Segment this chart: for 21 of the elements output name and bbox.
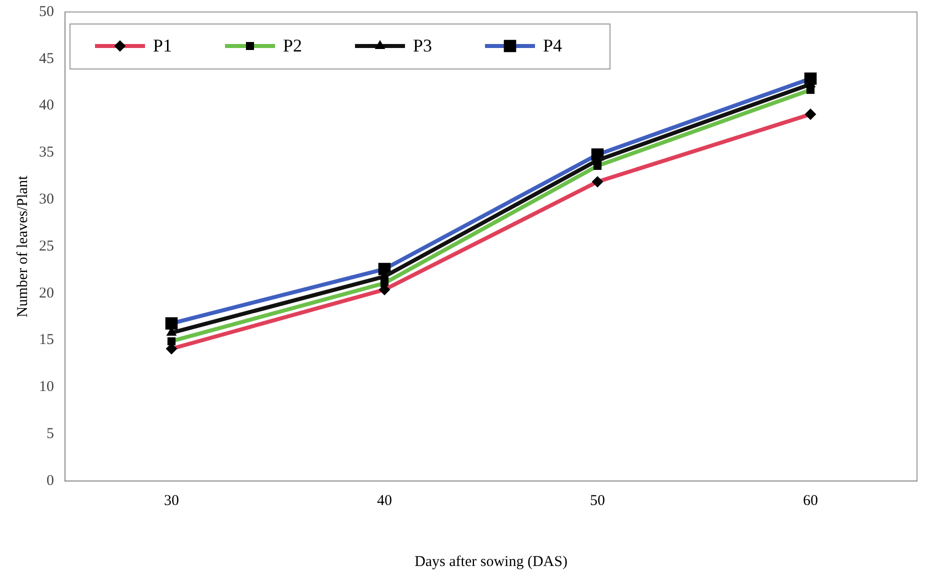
legend-label: P3: [413, 36, 432, 56]
x-tick-label: 60: [803, 492, 818, 509]
y-tick-label: 25: [39, 238, 54, 254]
y-tick-label: 5: [46, 426, 54, 442]
x-tick-label: 40: [377, 492, 392, 509]
y-tick-label: 10: [39, 379, 54, 396]
x-axis-title: Days after sowing (DAS): [414, 554, 568, 570]
y-tick-label: 0: [46, 472, 54, 489]
y-tick-label: 50: [39, 4, 54, 20]
y-tick-label: 15: [39, 332, 54, 348]
legend-label: P4: [543, 36, 562, 56]
y-tick-label: 20: [39, 285, 54, 302]
y-tick-label: 35: [39, 144, 54, 161]
y-tick-label: 40: [39, 98, 54, 114]
y-tick-label: 30: [39, 192, 54, 208]
x-tick-label: 50: [590, 492, 605, 509]
y-tick-label: 45: [39, 50, 54, 67]
y-axis-title: Number of leaves/Plant: [14, 174, 31, 318]
x-tick-label: 30: [164, 492, 179, 509]
legend-label: P1: [153, 36, 172, 56]
legend-label: P2: [283, 36, 302, 56]
